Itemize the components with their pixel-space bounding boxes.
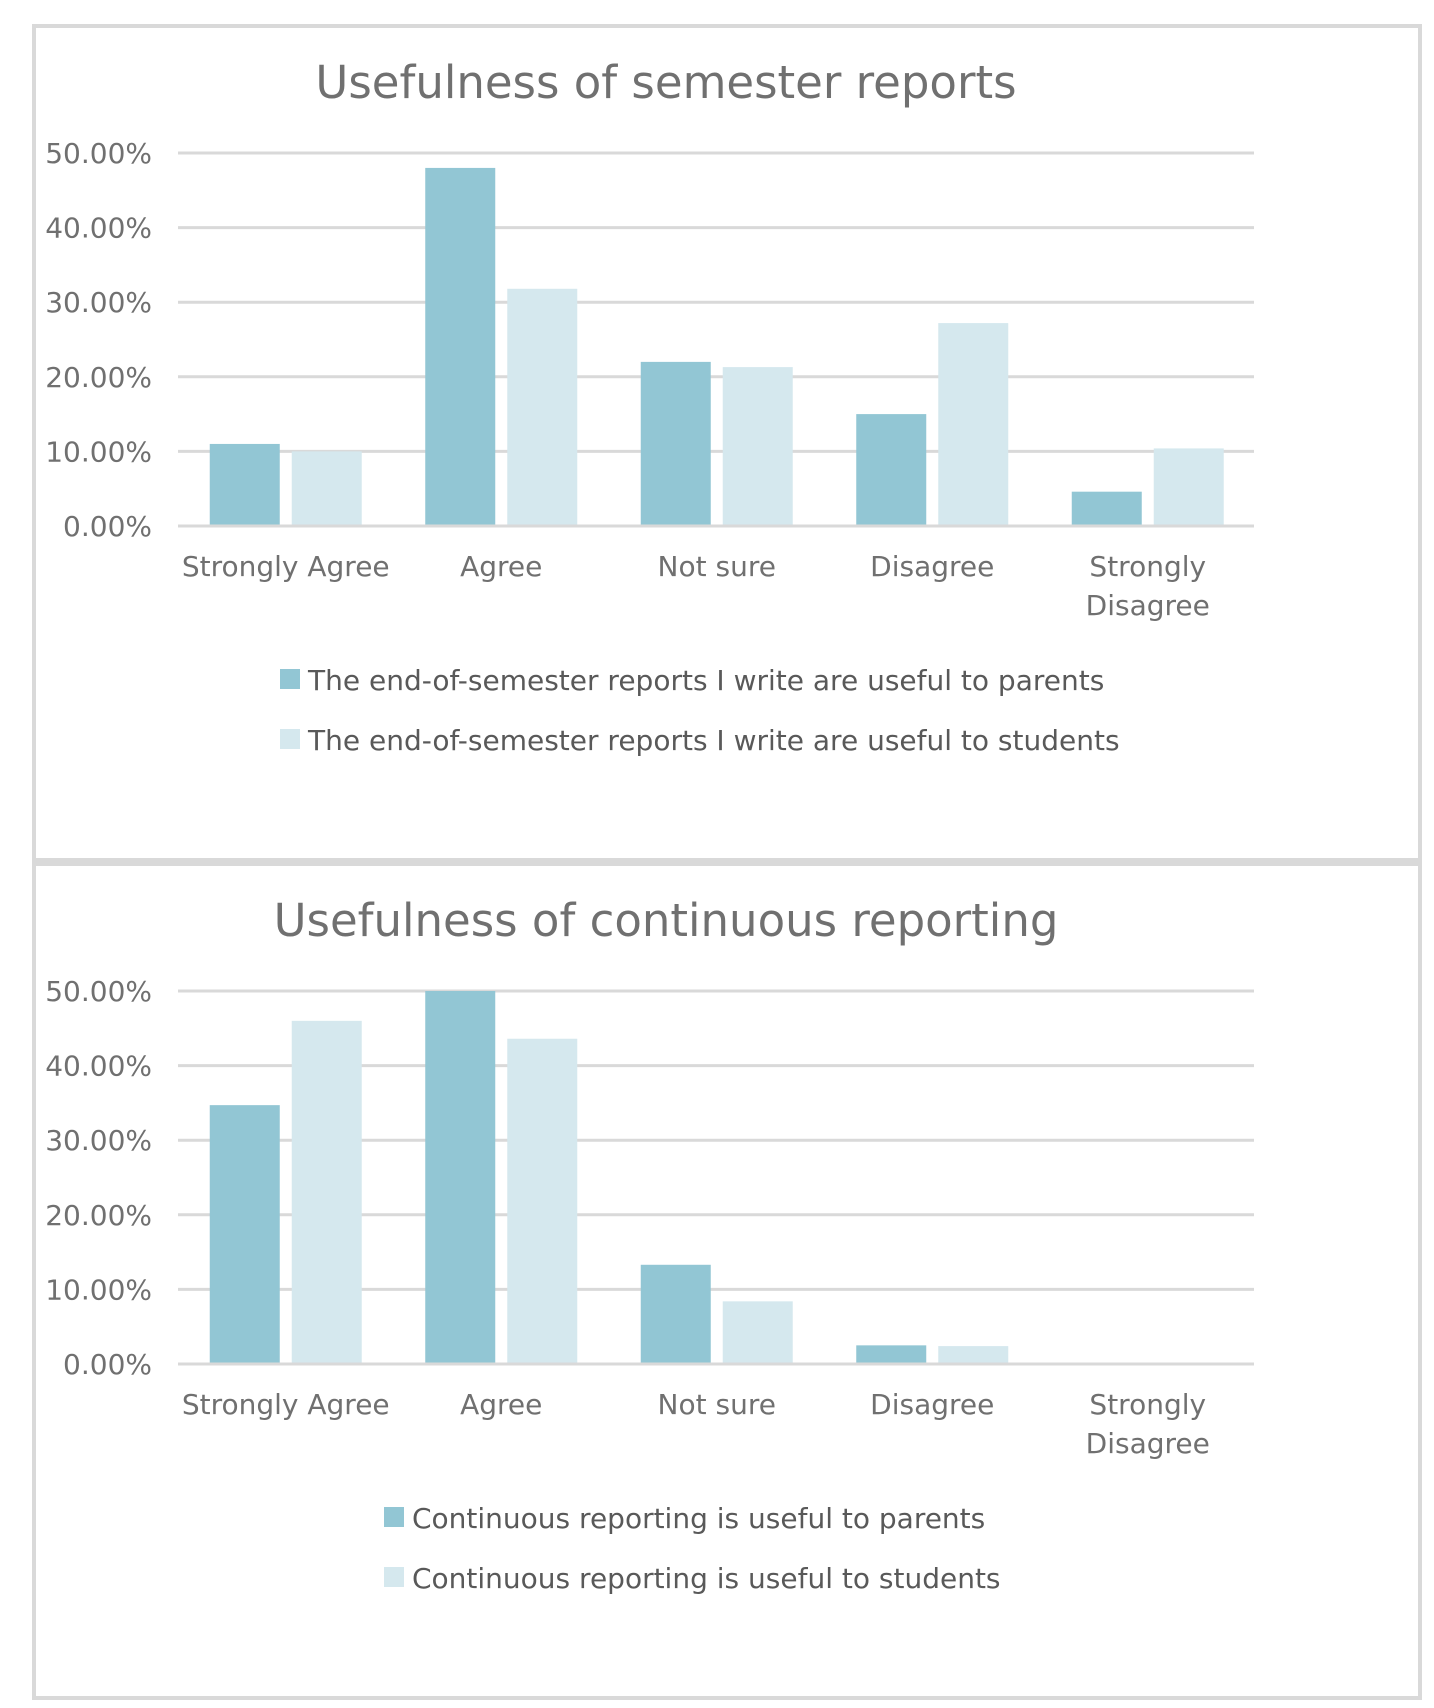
bar-series-2 <box>938 323 1009 526</box>
chart-panel-continuous-reporting: Usefulness of continuous reporting 0.00%… <box>32 862 1422 1700</box>
bar-series-2 <box>1153 448 1224 526</box>
x-category-label: Agree <box>460 550 542 583</box>
bar-series-1 <box>640 361 711 526</box>
x-category-label: Disagree <box>870 1388 994 1421</box>
bar-series-2 <box>291 451 362 526</box>
y-tick-label: 0.00% <box>63 510 152 543</box>
y-tick-label: 30.00% <box>45 286 152 319</box>
legend-label: The end-of-semester reports I write are … <box>307 724 1120 757</box>
legend-swatch <box>280 729 300 749</box>
x-category-label: Strongly <box>1089 1388 1206 1421</box>
legend-label: Continuous reporting is useful to studen… <box>412 1562 1001 1595</box>
bar-series-1 <box>209 1105 280 1364</box>
chart-panel-semester-reports: Usefulness of semester reports 0.00% 10.0… <box>32 24 1422 862</box>
x-category-label: Disagree <box>1086 589 1210 622</box>
legend-swatch <box>280 669 300 689</box>
bar-series-1 <box>209 443 280 526</box>
bar-series-2 <box>938 1346 1009 1364</box>
bar-series-1 <box>425 991 496 1364</box>
bar-series-2 <box>507 288 578 526</box>
chart-title: Usefulness of continuous reporting <box>274 894 1059 947</box>
y-tick-label: 40.00% <box>45 212 152 245</box>
x-category-label: Not sure <box>658 1388 776 1421</box>
x-category-label: Strongly Agree <box>182 1388 390 1421</box>
y-tick-label: 10.00% <box>45 1273 152 1306</box>
bar-series-2 <box>722 1301 793 1364</box>
x-category-label: Disagree <box>1086 1427 1210 1460</box>
bar-series-2 <box>291 1020 362 1364</box>
y-tick-label: 10.00% <box>45 435 152 468</box>
y-tick-label: 40.00% <box>45 1050 152 1083</box>
y-tick-label: 50.00% <box>45 975 152 1008</box>
legend: The end-of-semester reports I write are … <box>280 664 1120 757</box>
y-tick-label: 30.00% <box>45 1124 152 1157</box>
legend-label: Continuous reporting is useful to parent… <box>412 1502 985 1535</box>
y-tick-label: 0.00% <box>63 1348 152 1381</box>
bars <box>209 167 1224 527</box>
x-category-label: Agree <box>460 1388 542 1421</box>
y-tick-label: 20.00% <box>45 1199 152 1232</box>
x-category-label: Not sure <box>658 550 776 583</box>
legend-label: The end-of-semester reports I write are … <box>307 664 1104 697</box>
y-tick-label: 20.00% <box>45 361 152 394</box>
x-category-label: Strongly Agree <box>182 550 390 583</box>
chart-title: Usefulness of semester reports <box>315 56 1016 109</box>
bar-series-1 <box>856 1345 927 1364</box>
y-tick-label: 50.00% <box>45 137 152 170</box>
bars <box>209 991 1009 1364</box>
bar-chart-continuous-reporting: Usefulness of continuous reporting 0.00%… <box>45 894 1254 1595</box>
legend-swatch <box>384 1567 404 1587</box>
bar-series-2 <box>507 1038 578 1364</box>
legend: Continuous reporting is useful to parent… <box>384 1502 1001 1595</box>
bar-chart-semester-reports: Usefulness of semester reports 0.00% 10.0… <box>45 56 1254 757</box>
x-category-label: Strongly <box>1089 550 1206 583</box>
bar-series-1 <box>425 167 496 527</box>
x-category-label: Disagree <box>870 550 994 583</box>
bar-series-1 <box>640 1264 711 1364</box>
bar-series-1 <box>856 414 927 526</box>
bar-series-1 <box>1071 491 1142 526</box>
bar-series-2 <box>722 367 793 526</box>
legend-swatch <box>384 1507 404 1527</box>
